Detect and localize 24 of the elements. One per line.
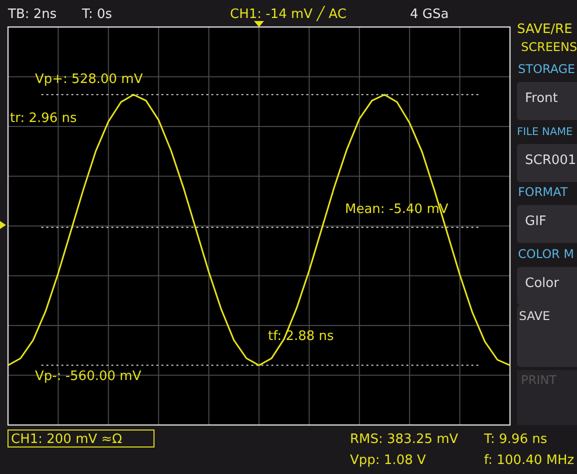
text: SCR001 [525,153,576,168]
text: f: 100.40 MHz [484,453,574,468]
ref-line-label: Vp+: 528.00 mV [35,72,143,87]
text: SCREENS [521,40,577,54]
text: FORMAT [518,185,568,199]
text: RMS: 383.25 mV [350,432,458,447]
text: CH1: 200 mV ≈Ω [11,432,122,447]
text: Color [525,276,560,291]
text: COLOR M [518,247,574,261]
text: T: 0s [81,7,112,22]
text: SAVE [519,309,550,323]
annotation: tf: 2.88 ns [268,329,334,344]
text: TB: 2ns [7,7,57,22]
text: STORAGE [518,62,576,76]
text: Front [525,91,558,106]
text: T: 9.96 ns [483,432,548,447]
ref-line-label: Vp-: -560.00 mV [35,369,142,384]
text: GIF [525,214,546,229]
annotation: tr: 2.96 ns [10,111,78,126]
text: 4 GSa [410,7,449,22]
text: Vpp: 1.08 V [350,453,426,468]
text: FILE NAME [517,126,573,138]
text: CH1: -14 mV ╱ AC [230,5,346,22]
text: SAVE/RE [517,22,572,37]
